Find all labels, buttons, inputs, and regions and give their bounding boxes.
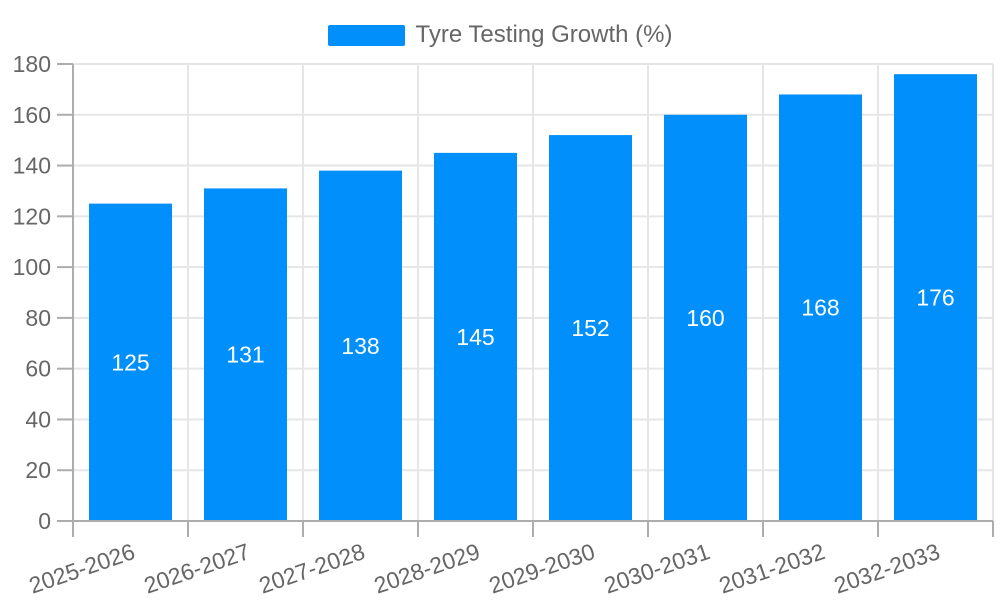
y-tick-label: 120 bbox=[13, 203, 51, 229]
bar-value-label: 125 bbox=[111, 349, 149, 375]
x-tick-label: 2030-2031 bbox=[601, 538, 713, 598]
bar-2030-2031[interactable] bbox=[664, 114, 747, 522]
x-tick-label: 2026-2027 bbox=[141, 538, 253, 598]
x-tick-label: 2025-2026 bbox=[26, 538, 138, 598]
bar-value-label: 152 bbox=[571, 315, 609, 341]
x-tick-label: 2027-2028 bbox=[256, 538, 368, 598]
bar-value-label: 138 bbox=[341, 333, 379, 359]
y-tick-label: 0 bbox=[38, 508, 51, 534]
bar-2031-2032[interactable] bbox=[779, 94, 862, 521]
y-tick-label: 100 bbox=[13, 254, 51, 280]
y-tick-label: 20 bbox=[25, 457, 51, 483]
bar-2025-2026[interactable] bbox=[89, 203, 172, 521]
y-tick-label: 140 bbox=[13, 153, 51, 179]
bar-value-label: 176 bbox=[916, 285, 954, 311]
x-tick-label: 2028-2029 bbox=[371, 538, 483, 598]
y-tick-label: 160 bbox=[13, 102, 51, 128]
legend: Tyre Testing Growth (%) bbox=[0, 21, 1000, 49]
x-tick-label: 2029-2030 bbox=[486, 538, 598, 598]
bar-value-label: 131 bbox=[226, 342, 264, 368]
legend-swatch bbox=[327, 24, 405, 46]
bar-value-label: 160 bbox=[686, 305, 724, 331]
y-tick-label: 180 bbox=[13, 51, 51, 77]
x-tick-label: 2032-2033 bbox=[831, 538, 943, 598]
y-tick-label: 80 bbox=[25, 305, 51, 331]
legend-label: Tyre Testing Growth (%) bbox=[415, 21, 673, 48]
bar-2032-2033[interactable] bbox=[894, 74, 977, 522]
x-tick-label: 2031-2032 bbox=[716, 538, 828, 598]
bar-value-label: 145 bbox=[456, 324, 494, 350]
bar-2027-2028[interactable] bbox=[319, 170, 402, 521]
bar-2028-2029[interactable] bbox=[434, 152, 517, 521]
y-tick-label: 60 bbox=[25, 356, 51, 382]
legend-item-series[interactable]: Tyre Testing Growth (%) bbox=[327, 21, 673, 49]
y-tick-label: 40 bbox=[25, 406, 51, 432]
bar-value-label: 168 bbox=[801, 295, 839, 321]
bar-2029-2030[interactable] bbox=[549, 135, 632, 522]
bar-2026-2027[interactable] bbox=[204, 188, 287, 521]
